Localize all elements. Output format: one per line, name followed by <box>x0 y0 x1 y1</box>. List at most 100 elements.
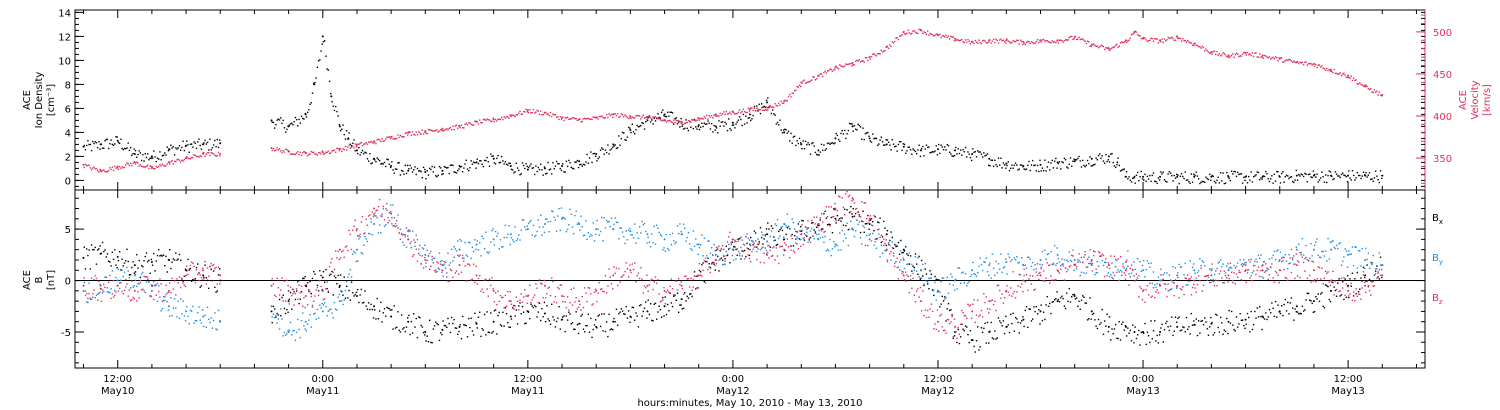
data-point <box>297 125 299 127</box>
data-point <box>1072 160 1074 162</box>
data-point <box>410 246 413 249</box>
data-point <box>687 119 690 122</box>
data-point <box>657 311 659 313</box>
data-point <box>525 163 527 165</box>
data-point <box>400 169 403 172</box>
data-point <box>557 163 559 165</box>
data-point <box>1374 270 1377 272</box>
data-point <box>1056 167 1058 169</box>
data-point <box>283 331 286 334</box>
data-point <box>358 235 360 237</box>
data-point <box>1189 42 1191 44</box>
data-point-anchor <box>338 147 341 150</box>
data-point <box>862 127 864 129</box>
data-point <box>1190 173 1193 175</box>
data-point <box>204 139 206 142</box>
data-point <box>995 163 997 166</box>
data-point <box>1147 262 1150 265</box>
data-point <box>149 165 151 167</box>
data-point-anchor <box>868 238 871 241</box>
data-point <box>909 255 912 257</box>
data-point <box>1117 46 1119 48</box>
data-point <box>1305 244 1307 247</box>
data-point <box>120 138 122 141</box>
data-point <box>1327 69 1329 72</box>
data-point <box>662 249 664 251</box>
data-point <box>734 127 736 129</box>
data-point <box>447 129 449 131</box>
data-point <box>599 115 602 118</box>
data-point <box>95 142 98 144</box>
data-point <box>1008 256 1011 258</box>
data-point <box>1088 318 1090 320</box>
data-point <box>898 35 901 37</box>
data-point <box>1077 157 1079 160</box>
data-point <box>143 275 145 278</box>
data-point <box>712 261 714 264</box>
data-point <box>287 284 289 287</box>
data-point <box>471 124 474 126</box>
data-point <box>837 68 840 70</box>
data-point <box>826 70 829 72</box>
data-point <box>1277 304 1279 306</box>
data-point <box>347 276 349 278</box>
data-point <box>315 153 317 155</box>
data-point <box>1291 307 1294 309</box>
data-point <box>305 116 308 118</box>
data-point <box>326 151 328 153</box>
data-point-anchor <box>1330 289 1333 292</box>
data-point <box>936 154 939 156</box>
data-point <box>819 219 821 221</box>
data-point <box>123 166 126 168</box>
data-point <box>883 50 885 52</box>
data-point <box>271 121 273 123</box>
data-point <box>753 230 756 232</box>
data-point <box>286 279 288 282</box>
data-point <box>1245 54 1247 56</box>
data-point <box>486 251 488 253</box>
data-point <box>724 113 726 116</box>
data-point <box>136 161 138 163</box>
data-point <box>176 148 178 150</box>
data-point <box>278 148 281 150</box>
data-point <box>96 293 99 295</box>
data-point <box>433 130 436 132</box>
data-point <box>793 234 796 237</box>
data-point <box>513 114 515 117</box>
data-point-anchor <box>783 238 786 241</box>
data-point <box>1239 313 1241 315</box>
data-point <box>1289 176 1291 179</box>
data-point <box>1042 38 1045 41</box>
data-point <box>493 162 496 164</box>
data-point <box>1267 316 1269 318</box>
data-point <box>735 112 737 115</box>
data-point <box>424 256 426 259</box>
data-point <box>859 237 862 239</box>
data-point <box>574 161 576 163</box>
data-point <box>513 304 515 307</box>
data-point <box>204 260 206 263</box>
data-point <box>875 55 878 57</box>
data-point <box>276 147 278 149</box>
data-point <box>1232 173 1234 175</box>
data-point <box>854 60 857 63</box>
data-point <box>894 243 896 246</box>
data-point <box>1200 320 1202 323</box>
data-point <box>961 272 963 274</box>
data-point <box>834 245 836 248</box>
data-point <box>828 250 830 252</box>
data-point <box>1197 45 1200 48</box>
data-point <box>1357 83 1360 85</box>
data-point <box>1288 58 1290 61</box>
data-point <box>493 310 496 312</box>
data-point <box>92 167 94 169</box>
data-point <box>494 118 497 121</box>
data-point <box>675 299 677 301</box>
data-point <box>480 121 482 124</box>
data-point <box>1302 254 1305 256</box>
data-point <box>820 143 823 146</box>
data-point <box>1334 289 1337 292</box>
data-point <box>173 297 176 300</box>
data-point <box>1371 263 1373 266</box>
data-point <box>275 149 277 151</box>
